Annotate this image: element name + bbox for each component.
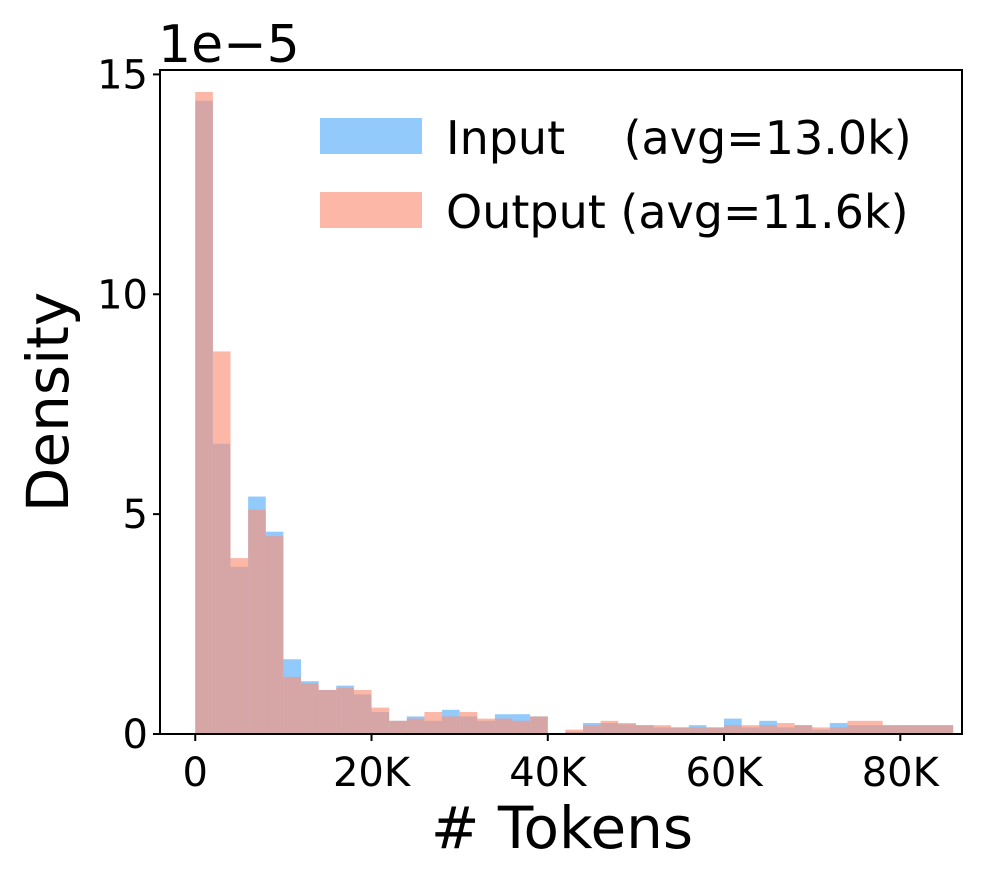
output-bar [406,718,425,734]
output-bar [583,725,601,734]
legend-label-input: Input (avg=13.0k) [446,111,912,165]
output-bar [301,683,319,734]
output-bar [741,725,760,734]
output-bar [283,676,302,734]
output-bar [812,727,830,734]
output-bar [442,716,460,734]
output-bar [724,725,742,734]
output-bar [935,725,954,734]
x-tick-label: 20K [333,750,412,796]
output-bar [671,727,689,734]
y-axis-ticks: 0 5 10 15 [97,52,160,758]
output-bar [530,716,548,734]
output-bar [512,720,531,734]
x-tick-label: 40K [509,750,588,796]
output-bar [706,727,725,734]
plot-frame [159,69,963,735]
output-bar [477,718,495,734]
x-axis-label: # Tokens [431,794,693,862]
x-tick-label: 80K [862,750,941,796]
output-bar [230,558,249,734]
legend-label-output: Output (avg=11.6k) [446,185,909,239]
legend-swatch-input [320,118,422,154]
output-bar [759,725,777,734]
output-bar [318,690,337,734]
output-bar [195,91,213,734]
legend: Input (avg=13.0k) Output (avg=11.6k) [320,111,912,239]
output-bar [600,720,619,734]
output-bar [424,712,443,734]
output-bar [794,725,813,734]
output-bar [336,687,354,734]
output-bar [865,720,883,734]
y-axis-label: Density [14,292,82,513]
y-scale-offset-label: 1e−5 [158,15,300,75]
output-bar [494,718,513,734]
output-bar [212,351,231,734]
output-bar [265,536,284,734]
output-bar [371,707,390,734]
y-tick-label: 0 [123,712,148,758]
output-bar [882,725,901,734]
output-bar [618,723,636,734]
output-bar [688,727,707,734]
output-bar [459,712,478,734]
legend-swatch-output [320,192,422,228]
output-series-bars [195,91,954,734]
output-bar [900,725,918,734]
output-bar [653,725,672,734]
output-bar [829,727,848,734]
x-tick-label: 60K [685,750,764,796]
output-bar [248,509,266,734]
y-tick-label: 15 [97,52,148,98]
output-bar [776,723,795,734]
output-bar [917,725,936,734]
output-bar [635,725,654,734]
y-tick-label: 10 [97,272,148,318]
output-bar [389,720,407,734]
output-bar [565,729,584,734]
y-tick-label: 5 [123,492,148,538]
output-bar [353,690,372,734]
output-bar [847,720,866,734]
x-tick-label: 0 [183,750,208,796]
x-axis-ticks: 0 20K 40K 60K 80K [183,734,941,796]
